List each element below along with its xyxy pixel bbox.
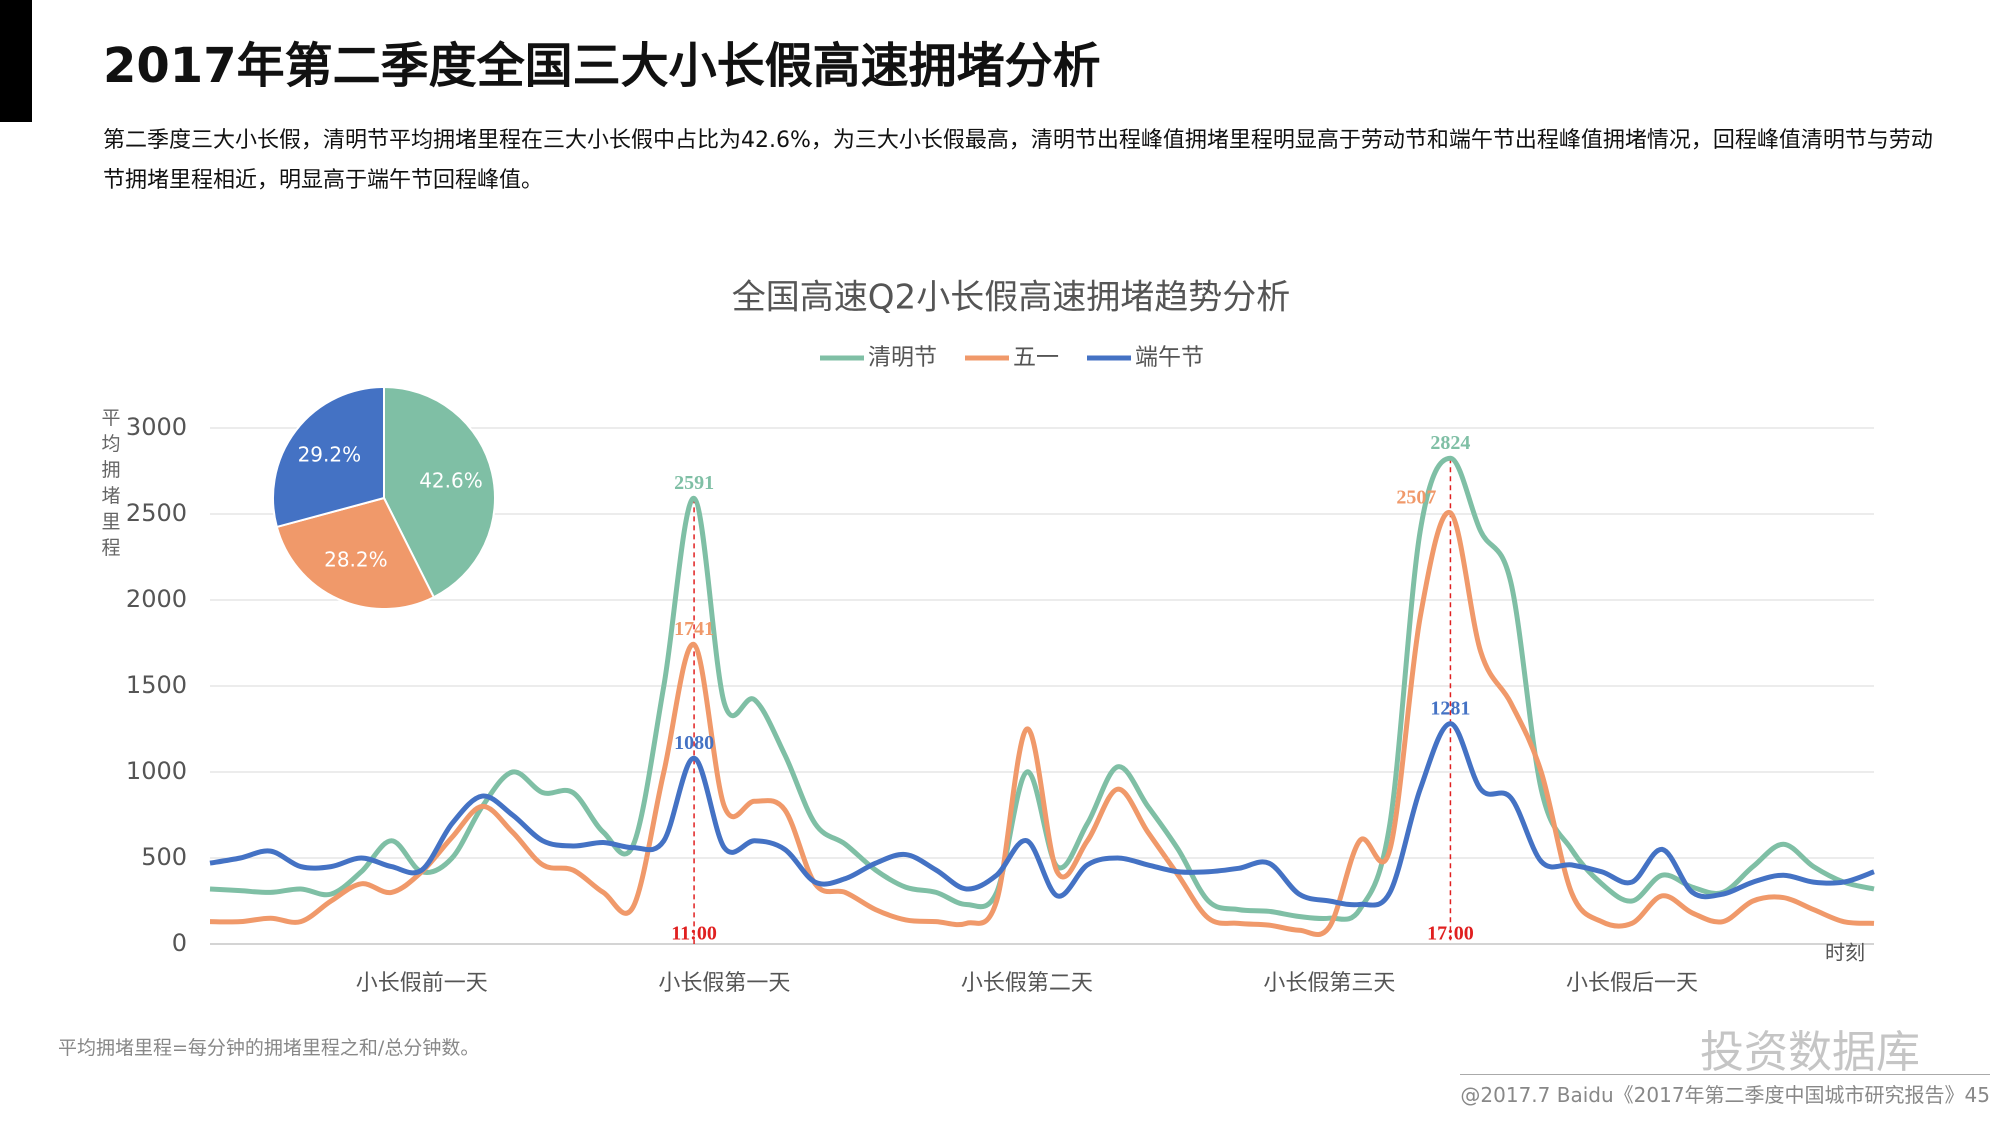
y-tick-label: 500 — [141, 843, 187, 871]
data-label: 2591 — [674, 472, 714, 494]
x-tick-label: 小长假第一天 — [658, 971, 790, 996]
data-label: 1741 — [674, 618, 714, 640]
series-line — [209, 455, 1875, 922]
pie-slice — [275, 496, 436, 610]
footnote: 平均拥堵里程=每分钟的拥堵里程之和/总分钟数。 — [58, 1037, 480, 1059]
pie-label: 28.2% — [324, 547, 388, 571]
y-tick-label: 3000 — [126, 413, 187, 441]
chart-title: 全国高速Q2小长假高速拥堵趋势分析 — [732, 278, 1290, 318]
y-tick-label: 2500 — [126, 499, 187, 527]
pie-slice — [383, 385, 496, 599]
annotation-label: 11:00 — [671, 923, 717, 945]
x-tick-label: 小长假后一天 — [1566, 971, 1698, 996]
watermark: 投资数据库 — [1700, 1027, 1920, 1078]
pie-label: 42.6% — [419, 469, 483, 493]
series-line — [209, 510, 1875, 938]
y-tick-label: 1500 — [126, 671, 187, 699]
page-title: 2017年第二季度全国三大小长假高速拥堵分析 — [103, 38, 1101, 94]
legend-label: 五一 — [1013, 345, 1059, 371]
pie-label: 29.2% — [298, 443, 362, 467]
y-tick-label: 0 — [172, 929, 187, 957]
data-label: 1080 — [674, 732, 714, 754]
data-label: 2507 — [1396, 486, 1436, 508]
y-tick-label: 2000 — [126, 585, 187, 613]
x-tick-label: 小长假第二天 — [961, 971, 1093, 996]
description: 第二季度三大小长假，清明节平均拥堵里程在三大小长假中占比为42.6%，为三大小长… — [103, 128, 1933, 193]
data-label: 2824 — [1430, 432, 1470, 454]
legend-label: 清明节 — [868, 345, 937, 371]
y-axis-label: 平均拥堵里程 — [101, 407, 120, 559]
annotation-label: 17:00 — [1427, 923, 1474, 945]
source: @2017.7 Baidu《2017年第二季度中国城市研究报告》45 — [1460, 1074, 1990, 1108]
legend-label: 端午节 — [1135, 345, 1204, 371]
x-axis-label: 时刻 — [1825, 941, 1865, 965]
series-line — [209, 721, 1875, 908]
pie-slice — [272, 385, 385, 529]
x-tick-label: 小长假第三天 — [1263, 971, 1395, 996]
data-label: 1281 — [1430, 697, 1470, 719]
x-tick-label: 小长假前一天 — [356, 971, 488, 996]
y-tick-label: 1000 — [126, 757, 187, 785]
accent-bar — [0, 0, 32, 122]
